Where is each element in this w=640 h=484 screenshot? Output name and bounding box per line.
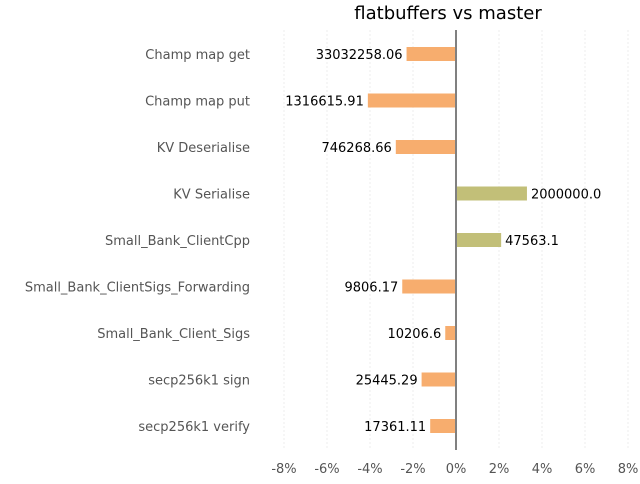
x-tick-label: 4% <box>532 462 553 477</box>
category-label: secp256k1 verify <box>138 420 250 435</box>
x-tick-label: 6% <box>575 462 596 477</box>
data-label: 47563.1 <box>505 234 559 249</box>
bar <box>445 326 456 340</box>
data-label: 17361.11 <box>364 420 426 435</box>
x-tick-label: 8% <box>618 462 639 477</box>
x-tick-label: -8% <box>271 462 296 477</box>
x-tick-label: -2% <box>400 462 425 477</box>
chart-title: flatbuffers vs master <box>354 3 542 24</box>
data-label: 9806.17 <box>344 281 398 296</box>
x-tick-label: 2% <box>489 462 510 477</box>
data-label: 25445.29 <box>356 374 418 389</box>
category-label: Small_Bank_Client_Sigs <box>97 327 250 342</box>
bar <box>430 419 456 433</box>
bar <box>456 233 502 247</box>
category-label: KV Deserialise <box>157 141 250 156</box>
bar <box>395 140 456 154</box>
bar <box>367 93 456 108</box>
bar <box>421 372 456 387</box>
bar-layer <box>367 30 527 450</box>
category-label: Small_Bank_ClientCpp <box>105 234 250 249</box>
category-label: Champ map put <box>145 95 250 110</box>
data-label: 33032258.06 <box>316 48 403 63</box>
data-label: 10206.6 <box>387 327 441 342</box>
x-tick-label: -6% <box>314 462 339 477</box>
bar <box>402 279 456 294</box>
category-label: KV Serialise <box>173 188 250 203</box>
x-tick-label: 0% <box>446 462 467 477</box>
data-label: 2000000.0 <box>531 188 601 203</box>
data-label: 746268.66 <box>321 141 391 156</box>
x-tick-label: -4% <box>357 462 382 477</box>
label-layer: -8% -6% -4% -2% 0% 2% 4% 6% 8% Champ map get 33032… <box>25 48 638 477</box>
data-label: 1316615.91 <box>285 95 364 110</box>
bar <box>456 186 527 201</box>
bar <box>406 47 456 61</box>
category-label: secp256k1 sign <box>148 374 250 389</box>
category-label: Champ map get <box>145 48 250 63</box>
category-label: Small_Bank_ClientSigs_Forwarding <box>25 281 250 296</box>
